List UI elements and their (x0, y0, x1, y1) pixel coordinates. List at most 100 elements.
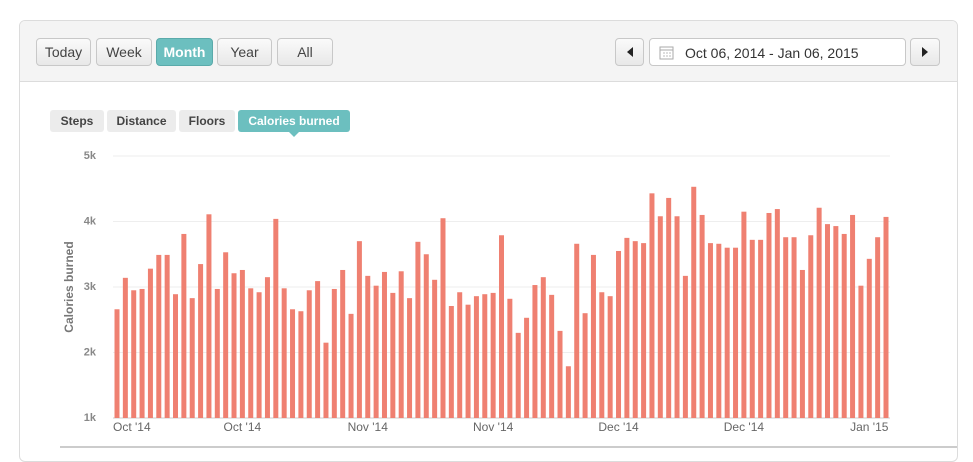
month-button[interactable]: Month (156, 38, 213, 66)
bar (348, 313, 354, 418)
bar (716, 243, 722, 418)
bar (256, 292, 262, 418)
next-button[interactable] (910, 38, 940, 66)
bar (281, 288, 287, 418)
bar (147, 268, 153, 418)
bar (290, 309, 296, 418)
bar (173, 294, 179, 418)
bar (674, 216, 680, 418)
bar (632, 241, 638, 418)
bar (473, 296, 479, 418)
y-axis-title: Calories burned (62, 241, 76, 332)
week-button[interactable]: Week (96, 38, 152, 66)
bar (457, 292, 463, 418)
y-tick-label: 5k (84, 150, 97, 162)
bar (390, 292, 396, 418)
prev-arrow (626, 47, 633, 57)
bar (465, 304, 471, 418)
bar (206, 214, 212, 418)
bar (524, 317, 530, 418)
bar (114, 309, 120, 418)
bar (607, 296, 613, 418)
bar (841, 233, 847, 418)
bar (223, 252, 229, 418)
bar (616, 250, 622, 418)
bar (824, 224, 830, 418)
bar (749, 239, 755, 418)
bar (499, 235, 504, 418)
bar (407, 298, 413, 418)
bar (214, 288, 220, 418)
distance-tab[interactable]: Distance (107, 110, 176, 132)
bar (875, 237, 881, 418)
bar (565, 366, 571, 418)
bar (590, 254, 596, 418)
x-tick-label: Nov '14 (348, 420, 389, 434)
bar (766, 212, 772, 418)
bar (423, 254, 429, 418)
bar (365, 275, 371, 418)
bar (306, 290, 312, 418)
bar (649, 193, 655, 418)
x-tick-label: Oct '14 (224, 420, 262, 434)
y-tick-label: 1k (84, 412, 97, 424)
bar (373, 285, 379, 418)
all-button[interactable]: All (277, 38, 333, 66)
x-tick-label: Dec '14 (724, 420, 765, 434)
bar (139, 288, 145, 418)
bar (298, 311, 304, 418)
bar (883, 216, 889, 418)
bar (741, 211, 747, 418)
bar (574, 243, 580, 418)
bar (833, 226, 839, 418)
bar (507, 298, 513, 418)
x-tick-label: Oct '14 (113, 420, 151, 434)
bar (549, 294, 555, 418)
bar (799, 269, 805, 418)
bar (532, 285, 538, 418)
bar (641, 243, 647, 418)
prev-button[interactable] (615, 38, 644, 66)
bar (398, 271, 404, 418)
steps-tab[interactable]: Steps (50, 110, 104, 132)
calendar-icon (659, 46, 674, 60)
bar (791, 237, 797, 418)
bar (515, 332, 521, 418)
toolbar: Today Week Month Year All Oct 06, 2014 -… (20, 21, 957, 82)
bar (774, 209, 780, 418)
bar (691, 186, 697, 418)
bar (490, 292, 496, 418)
date-range-text: Oct 06, 2014 - Jan 06, 2015 (685, 45, 859, 61)
bar (432, 279, 438, 418)
bar (231, 273, 237, 418)
bar (340, 269, 346, 418)
bar (666, 197, 672, 418)
bar (783, 237, 789, 418)
bar (540, 277, 546, 418)
bar (682, 275, 688, 418)
bar (816, 207, 822, 418)
bar (440, 218, 446, 418)
bar (758, 239, 764, 418)
bar (181, 233, 187, 418)
bar (733, 247, 739, 418)
bar (482, 294, 488, 418)
bar (707, 243, 713, 418)
bar (264, 277, 270, 418)
bar (415, 241, 421, 418)
bar (858, 285, 864, 418)
x-tick-label: Jan '15 (850, 420, 889, 434)
bar (356, 241, 362, 418)
calories-tab[interactable]: Calories burned (238, 110, 350, 132)
bar (189, 298, 195, 418)
floors-tab[interactable]: Floors (179, 110, 235, 132)
bar (699, 214, 705, 418)
year-button[interactable]: Year (217, 38, 272, 66)
y-tick-label: 4k (84, 215, 97, 227)
date-range[interactable]: Oct 06, 2014 - Jan 06, 2015 (649, 38, 906, 66)
bar (315, 281, 321, 418)
bar (164, 254, 170, 418)
next-arrow (922, 47, 928, 57)
today-button[interactable]: Today (36, 38, 91, 66)
bar (448, 305, 454, 418)
